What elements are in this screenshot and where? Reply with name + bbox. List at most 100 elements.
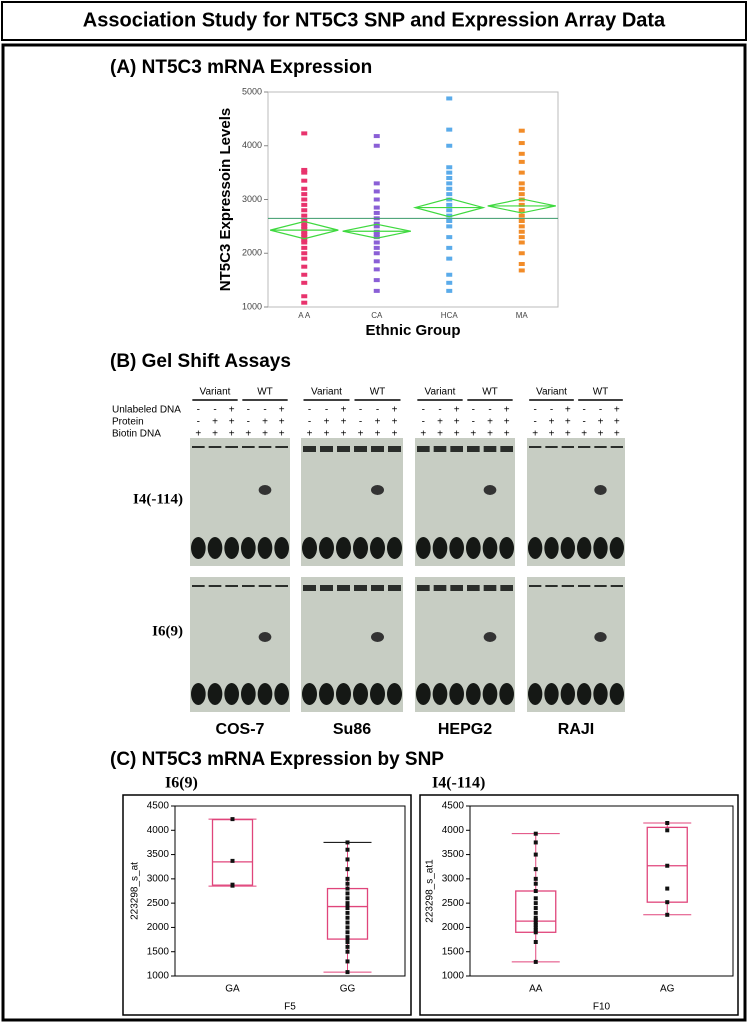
shift-band: [258, 485, 272, 495]
point: [301, 294, 308, 299]
chart-box: [419, 794, 739, 1016]
sign: +: [420, 429, 426, 440]
gel-band: [302, 537, 317, 559]
box: [211, 818, 254, 886]
x-axis-label: F10: [593, 1002, 611, 1013]
shift-band: [483, 632, 497, 642]
point: [345, 925, 350, 930]
gel-band: [432, 683, 448, 705]
sign: +: [598, 417, 604, 428]
chart-title: I4(-114): [432, 775, 485, 792]
y-tick-label: 2500: [442, 898, 465, 909]
point: [518, 192, 525, 197]
probe-label: I6(9): [152, 623, 183, 639]
point: [373, 240, 380, 245]
gel-image: [527, 577, 625, 712]
sign: -: [263, 405, 266, 416]
sign: +: [454, 429, 460, 440]
point: [446, 235, 453, 240]
sign: -: [422, 405, 425, 416]
point: [301, 232, 308, 237]
point: [665, 912, 670, 917]
gel-well: [192, 585, 205, 587]
sign: +: [358, 429, 364, 440]
point: [446, 272, 453, 277]
point: [518, 224, 525, 229]
gel-well: [258, 585, 272, 587]
point: [373, 143, 380, 148]
gel-well: [388, 585, 401, 591]
point: [446, 181, 453, 186]
gel-well: [225, 585, 238, 587]
point: [301, 208, 308, 213]
point: [301, 240, 308, 245]
gel-well: [371, 585, 384, 591]
point: [446, 197, 453, 202]
point: [533, 901, 538, 906]
gel-band: [241, 683, 256, 705]
point: [518, 141, 525, 146]
point: [518, 213, 525, 218]
point: [345, 930, 350, 935]
gel-band: [207, 537, 223, 559]
gel-band: [482, 683, 498, 705]
point: [373, 267, 380, 272]
gel-band: [387, 537, 402, 559]
sign: +: [581, 429, 587, 440]
sign: -: [308, 405, 311, 416]
y-tick-label: 4500: [442, 801, 465, 812]
point: [518, 208, 525, 213]
gel-band: [416, 537, 431, 559]
gel-well: [610, 446, 623, 448]
gel-band: [528, 683, 543, 705]
sign: -: [533, 405, 536, 416]
point: [446, 288, 453, 293]
point: [345, 891, 350, 896]
point: [345, 944, 350, 949]
point: [373, 134, 380, 139]
shift-band: [371, 632, 384, 642]
point: [533, 876, 538, 881]
gel-well: [208, 585, 222, 587]
point: [373, 278, 380, 283]
point: [446, 280, 453, 285]
point: [373, 205, 380, 210]
y-tick-label: 4000: [147, 825, 170, 836]
gel-image: [190, 577, 290, 712]
y-tick-label: 2000: [242, 248, 262, 258]
sign: +: [598, 429, 604, 440]
gel-well: [320, 446, 333, 452]
sign: +: [437, 417, 443, 428]
gel-well: [417, 446, 430, 452]
y-tick-label: 1500: [147, 946, 170, 957]
y-tick-label: 3500: [442, 849, 465, 860]
gel-band: [370, 537, 385, 559]
gel-band: [207, 683, 223, 705]
point: [518, 240, 525, 245]
row-label: Protein: [112, 417, 144, 428]
gel-well: [483, 446, 497, 452]
gel-band: [191, 537, 206, 559]
gel-well: [225, 446, 238, 448]
cell-line: RAJI: [558, 721, 594, 738]
probe-label: I4(-114): [133, 491, 183, 507]
gel-band: [336, 683, 351, 705]
point: [345, 915, 350, 920]
sign: -: [533, 417, 536, 428]
point: [373, 259, 380, 264]
gel-well: [450, 446, 463, 452]
point: [301, 167, 308, 172]
point: [230, 817, 235, 822]
sign: +: [392, 429, 398, 440]
y-tick-label: 3000: [147, 873, 170, 884]
gel-well: [594, 585, 607, 587]
point: [345, 920, 350, 925]
point: [533, 918, 538, 923]
gel-image: [415, 577, 515, 712]
point: [301, 202, 308, 207]
sign: +: [532, 429, 538, 440]
point: [533, 840, 538, 845]
gel-band: [191, 683, 206, 705]
sign: +: [212, 429, 218, 440]
x-tick-label: HCA: [441, 311, 459, 320]
